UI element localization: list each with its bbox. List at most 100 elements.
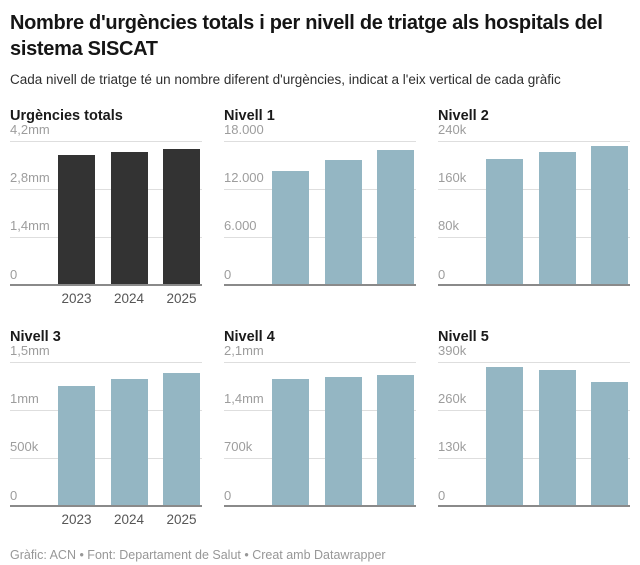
panel-title: Nivell 3 [10, 328, 61, 345]
gridline [438, 237, 630, 239]
panel-title: Urgències totals [10, 107, 123, 124]
bar-2023[interactable] [272, 170, 309, 284]
bars-group [486, 362, 628, 505]
y-tick-label: 130k [438, 439, 467, 455]
gridline [10, 410, 202, 412]
panel-title: Nivell 4 [224, 328, 275, 345]
chart-main-title: Nombre d'urgències totals i per nivell d… [10, 12, 603, 61]
bar-2025[interactable] [377, 375, 414, 505]
y-tick-label: 0 [224, 487, 232, 503]
bar-2025[interactable] [163, 149, 200, 284]
y-tick-label: 1,4mm [10, 218, 50, 234]
gridline [224, 458, 416, 460]
y-tick-label: 260k [438, 391, 467, 407]
plot-area: 2,1mm 1,4mm 700k 0 [224, 343, 416, 507]
y-tick-label: 160k [438, 170, 467, 186]
bar-2024[interactable] [538, 151, 576, 284]
chart-panel-5: Nivell 5 390k 260k 130k 0 [438, 329, 630, 529]
gridline [10, 189, 202, 191]
x-axis-line [10, 504, 202, 507]
panel-title: Nivell 2 [438, 107, 489, 124]
y-tick-label: 500k [10, 439, 39, 455]
chart-panel-2: Nivell 2 240k 160k 80k 0 [438, 108, 630, 308]
gridline [438, 458, 630, 460]
y-tick-label: 240k [438, 121, 467, 137]
y-tick-label: 1,4mm [224, 391, 264, 407]
chart-panel-4: Nivell 4 2,1mm 1,4mm 700k 0 [224, 329, 416, 529]
x-tick-label: 2023 [61, 511, 92, 527]
y-tick-label: 0 [10, 487, 18, 503]
chart-subtitle: Cada nivell de triatge té un nombre dife… [10, 71, 561, 87]
gridline [224, 237, 416, 239]
plot-area: 18.000 12.000 6.000 0 [224, 122, 416, 286]
x-axis-labels [224, 512, 416, 529]
bars-group [486, 141, 628, 284]
bar-2025[interactable] [591, 146, 628, 284]
x-tick-label: 2025 [166, 290, 197, 306]
bars-group [272, 141, 414, 284]
y-tick-label: 390k [438, 342, 467, 358]
gridline [10, 458, 202, 460]
y-tick-label: 0 [224, 266, 232, 282]
y-tick-label: 2,8mm [10, 170, 50, 186]
bars-group [58, 141, 200, 284]
y-tick-label: 0 [438, 266, 446, 282]
gridline [10, 237, 202, 239]
plot-area: 390k 260k 130k 0 [438, 343, 630, 507]
bar-2023[interactable] [486, 158, 523, 284]
bar-2023[interactable] [58, 385, 95, 505]
y-tick-label: 1,5mm [10, 342, 50, 358]
bar-2025[interactable] [163, 372, 200, 505]
gridline [224, 410, 416, 412]
gridline [224, 189, 416, 191]
bar-2023[interactable] [272, 379, 309, 505]
y-tick-label: 12.000 [224, 170, 264, 186]
bar-2025[interactable] [377, 150, 414, 284]
bar-2024[interactable] [324, 377, 362, 505]
y-tick-label: 18.000 [224, 121, 264, 137]
bars-group [272, 362, 414, 505]
plot-area: 1,5mm 1mm 500k 0 [10, 343, 202, 507]
panel-title: Nivell 1 [224, 107, 275, 124]
gridline [224, 140, 416, 142]
chart-panel-0: Urgències totals 4,2mm 2,8mm 1,4mm 0 2023 2024… [10, 108, 202, 308]
x-axis-labels: 2023 2024 2025 [10, 512, 202, 529]
gridline [10, 361, 202, 363]
y-tick-label: 0 [10, 266, 18, 282]
bar-2025[interactable] [591, 381, 628, 505]
x-axis-line [438, 504, 630, 507]
bar-2023[interactable] [58, 155, 95, 284]
x-tick-label: 2024 [113, 511, 145, 527]
bar-2024[interactable] [110, 378, 148, 505]
y-tick-label: 6.000 [224, 218, 257, 234]
x-axis-line [438, 283, 630, 286]
x-axis-labels [224, 291, 416, 308]
gridline [438, 410, 630, 412]
gridline [224, 361, 416, 363]
y-tick-label: 700k [224, 439, 253, 455]
x-tick-label: 2023 [61, 290, 92, 306]
x-axis-labels [438, 512, 630, 529]
y-tick-label: 2,1mm [224, 342, 264, 358]
bar-2023[interactable] [486, 366, 523, 505]
bars-group [58, 362, 200, 505]
chart-panel-1: Nivell 1 18.000 12.000 6.000 0 [224, 108, 416, 308]
gridline [438, 140, 630, 142]
y-tick-label: 0 [438, 487, 446, 503]
y-tick-label: 80k [438, 218, 459, 234]
plot-area: 240k 160k 80k 0 [438, 122, 630, 286]
chart-panel-3: Nivell 3 1,5mm 1mm 500k 0 2023 2024 2025 [10, 329, 202, 529]
y-tick-label: 1mm [10, 391, 39, 407]
chart-footer-credits: Gràfic: ACN • Font: Departament de Salut… [10, 547, 386, 562]
x-axis-labels: 2023 2024 2025 [10, 291, 202, 308]
gridline [438, 361, 630, 363]
y-tick-label: 4,2mm [10, 121, 50, 137]
bar-2024[interactable] [110, 151, 148, 284]
bar-2024[interactable] [538, 369, 576, 505]
x-axis-labels [438, 291, 630, 308]
x-tick-label: 2024 [113, 290, 145, 306]
bar-2024[interactable] [324, 159, 362, 284]
panel-title: Nivell 5 [438, 328, 489, 345]
gridline [438, 189, 630, 191]
